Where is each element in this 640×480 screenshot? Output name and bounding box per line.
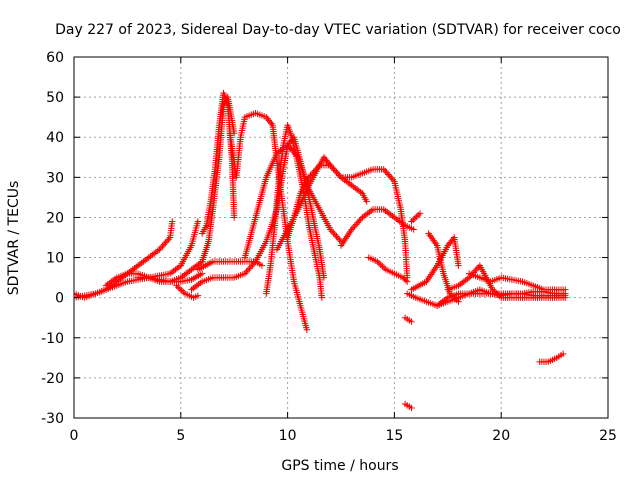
data-point-marker (402, 277, 409, 284)
data-point-marker (194, 218, 202, 225)
data-point-marker (324, 158, 331, 166)
y-tick-label: 50 (46, 90, 64, 106)
data-point-marker (445, 240, 453, 248)
data-point-marker (444, 242, 451, 249)
series-arc22 (433, 290, 569, 309)
data-point-marker (266, 118, 274, 126)
series-layer (74, 89, 569, 412)
y-tick-label: 40 (46, 130, 64, 146)
data-point-marker (194, 292, 202, 299)
data-point-marker (401, 275, 408, 283)
y-tick-label: 60 (46, 50, 64, 66)
data-point-marker (399, 274, 407, 281)
series-arc24 (536, 350, 567, 366)
data-point-marker (404, 278, 411, 285)
grid (74, 57, 608, 418)
data-point-marker (231, 214, 238, 221)
series-arc12 (273, 154, 411, 281)
y-tick-label: -20 (41, 371, 64, 387)
series-arc15 (401, 314, 415, 325)
x-tick-label: 15 (385, 428, 403, 444)
x-axis-title: GPS time / hours (281, 458, 398, 474)
x-tick-label: 10 (279, 428, 297, 444)
data-point-marker (363, 198, 370, 205)
data-point-marker (198, 270, 206, 277)
plot-frame (73, 56, 609, 419)
series-arc18 (408, 234, 462, 293)
data-point-marker (320, 154, 328, 161)
data-point-marker (448, 237, 455, 244)
data-point-marker (325, 160, 333, 167)
data-point-marker (455, 262, 462, 269)
x-tick-label: 0 (70, 428, 79, 444)
y-tick-label: 10 (46, 251, 64, 267)
y-tick-label: 20 (46, 210, 64, 226)
data-point-marker (268, 120, 275, 127)
data-point-marker (303, 326, 311, 333)
data-point-marker (562, 286, 569, 293)
series-arc14 (365, 254, 411, 285)
series-arc13 (337, 206, 417, 249)
data-point-marker (169, 218, 176, 225)
data-point-marker (318, 294, 325, 301)
chart-title: Day 227 of 2023, Sidereal Day-to-day VTE… (55, 22, 621, 38)
data-point-marker (321, 155, 329, 163)
y-axis-title: SDTVAR / TECUs (6, 181, 22, 296)
data-point-marker (265, 117, 273, 124)
series-arc10 (241, 142, 345, 261)
y-tick-label: 0 (55, 291, 64, 307)
series-line (404, 317, 412, 323)
tick-labels: 0 5 10 15 20 25 -30 -20 -10 0 10 20 30 40 50 60 (41, 50, 617, 444)
data-point-marker (408, 318, 415, 325)
series-arc4 (173, 282, 202, 301)
series-arc25 (134, 270, 206, 285)
series-arc23 (465, 270, 569, 293)
data-point-marker (323, 157, 330, 164)
x-tick-label: 25 (599, 428, 617, 444)
series-line (404, 403, 412, 409)
data-point-marker (264, 115, 271, 122)
series-arc16 (401, 400, 415, 412)
x-tick-label: 20 (492, 428, 510, 444)
data-point-marker (562, 292, 569, 299)
y-tick-label: -10 (41, 331, 64, 347)
series-arc8 (194, 258, 266, 273)
ticks (73, 56, 609, 419)
data-point-marker (263, 113, 270, 121)
series-arc17 (408, 210, 424, 225)
data-point-marker (559, 350, 567, 358)
x-tick-label: 5 (176, 428, 185, 444)
y-tick-label: 30 (46, 170, 64, 186)
data-point-marker (408, 404, 415, 412)
series-arc7 (226, 109, 311, 333)
series-line (74, 221, 199, 299)
data-point-marker (416, 210, 424, 217)
data-point-marker (410, 226, 417, 233)
series-arc1 (74, 218, 176, 301)
data-point-marker (258, 262, 266, 269)
y-tick-label: -30 (41, 411, 64, 427)
